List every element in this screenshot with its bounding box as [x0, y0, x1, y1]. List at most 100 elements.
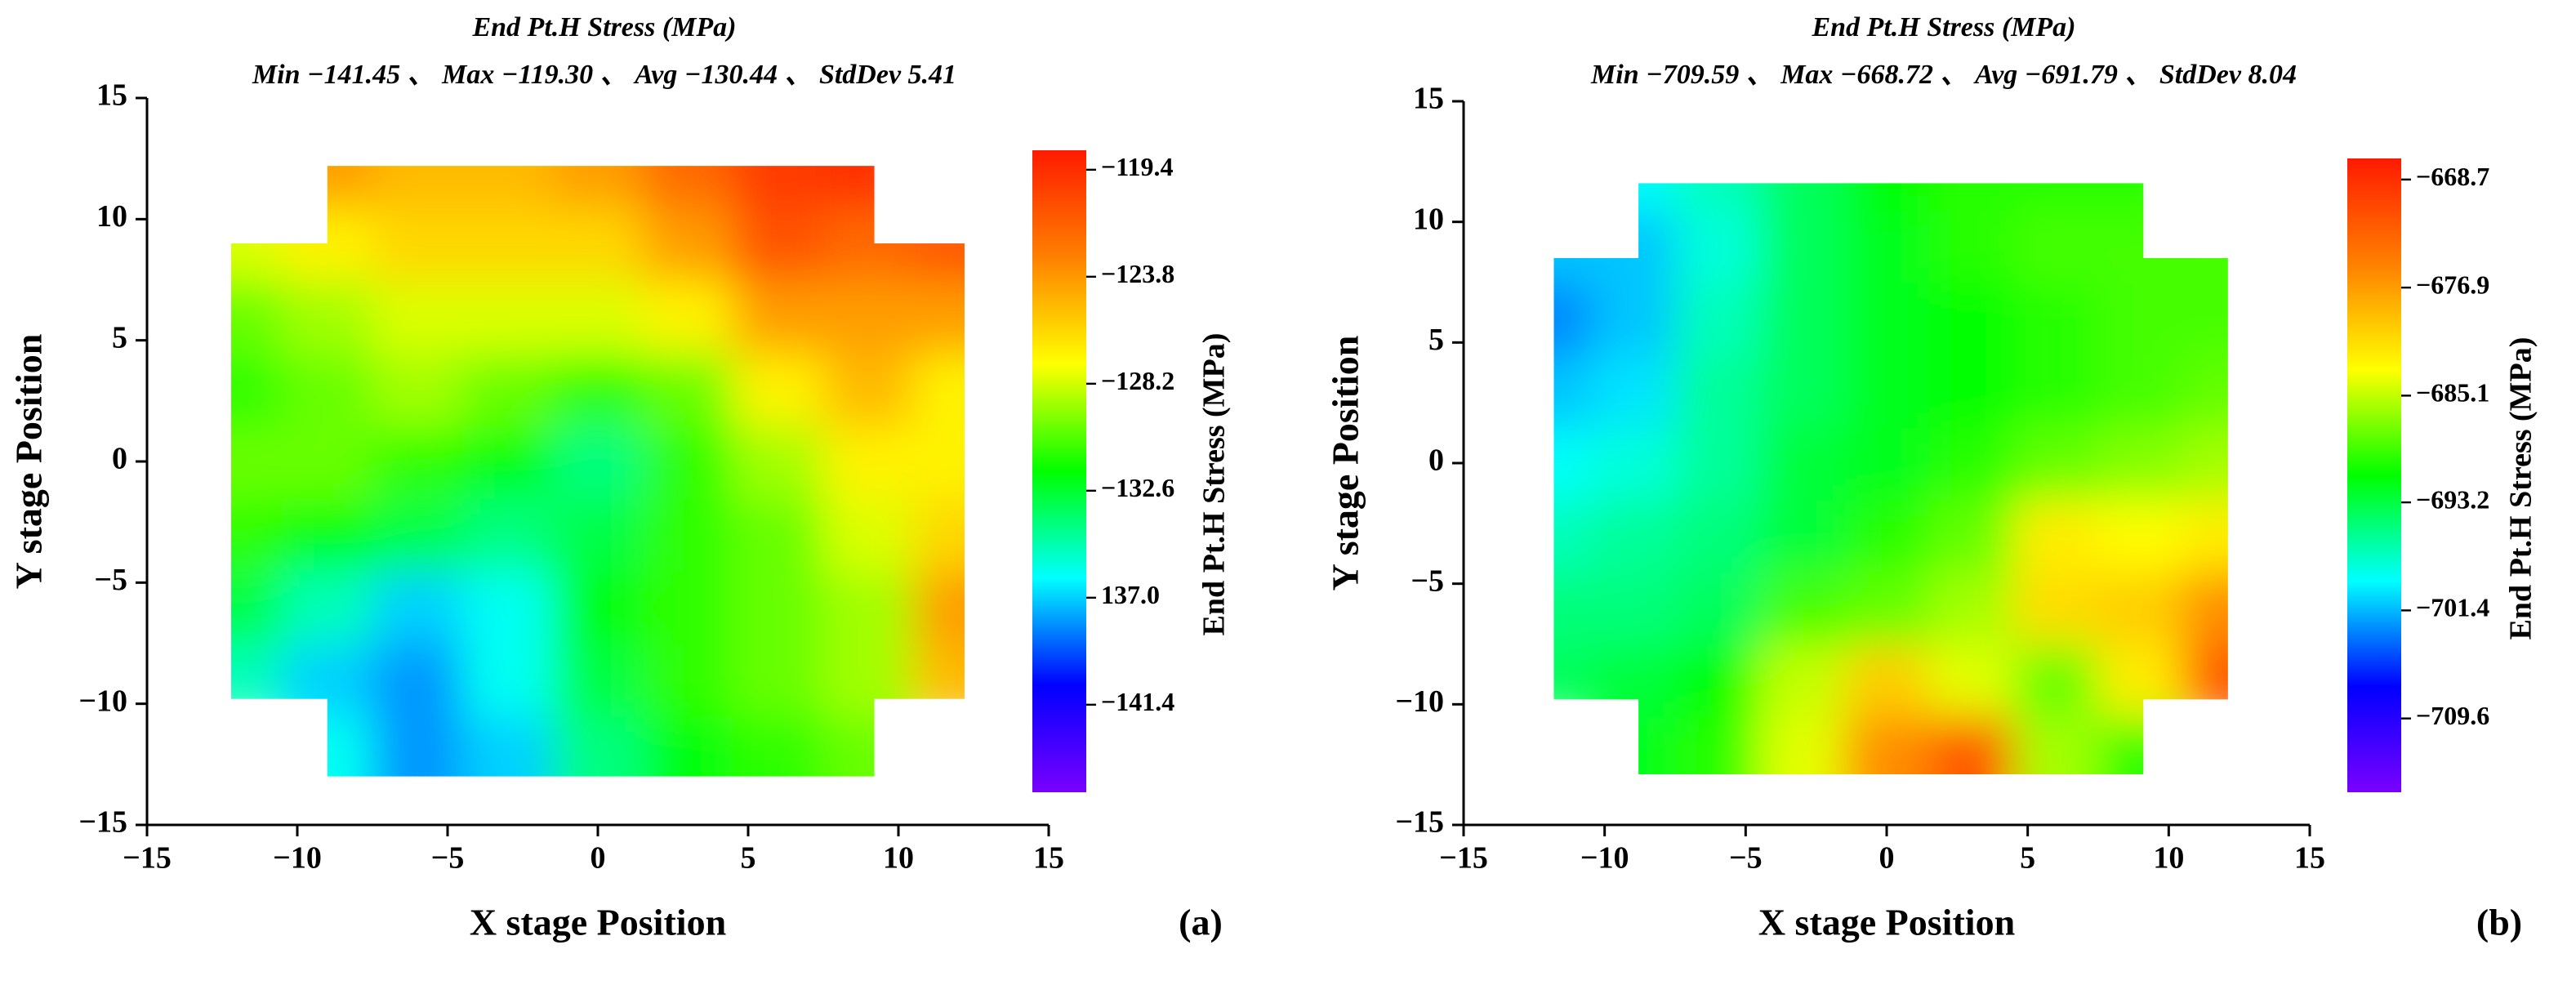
heatmap-cell — [2013, 282, 2099, 356]
colorbar-tick-label: −119.4 — [1101, 152, 1173, 181]
heatmap-cell — [552, 497, 644, 572]
heatmap-cell — [733, 715, 824, 777]
heatmap-cell — [2182, 209, 2228, 283]
heatmap-cell — [1759, 183, 1846, 211]
heatmap-cell — [462, 643, 554, 717]
x-tick-label: −15 — [1439, 841, 1488, 876]
heatmap-cell — [1928, 183, 2015, 211]
x-tick-label: 10 — [2153, 841, 2184, 876]
heatmap-cell — [1844, 571, 1930, 645]
heatmap-cell — [231, 497, 283, 572]
heatmap-cell — [372, 207, 464, 281]
heatmap-cell — [552, 425, 644, 499]
y-tick-label: −15 — [78, 805, 127, 840]
heatmap-cell — [1844, 716, 1930, 774]
heatmap-cell — [643, 643, 734, 717]
colorbar-tick-label: −676.9 — [2416, 270, 2489, 299]
heatmap-cell — [2098, 282, 2184, 356]
heatmap-cell — [1675, 426, 1761, 501]
heatmap-cell — [733, 166, 824, 208]
heatmap-cell — [823, 425, 915, 499]
heatmap-cell — [1844, 354, 1930, 428]
heatmap-cell — [1553, 282, 1592, 356]
heatmap-cell — [2098, 354, 2184, 428]
heatmap-cell — [643, 166, 734, 208]
x-tick-label: −5 — [1729, 841, 1763, 876]
heatmap-cell — [823, 279, 915, 354]
heatmap-cell — [823, 715, 915, 777]
heatmap-cell — [1928, 571, 2015, 645]
heatmap-cell — [1759, 282, 1846, 356]
heatmap-cell — [823, 207, 915, 281]
y-tick-label: −15 — [1395, 805, 1444, 840]
heatmap-cell — [282, 497, 373, 572]
heatmap-cell — [1844, 644, 1930, 718]
heatmap-cell — [2013, 183, 2099, 211]
x-tick-label: 0 — [1879, 841, 1895, 876]
heatmap-cell — [643, 715, 734, 777]
colorbar-tick-label: −668.7 — [2416, 162, 2489, 191]
heatmap-cell — [2098, 499, 2184, 573]
heatmap-cell — [2013, 354, 2099, 428]
heatmap-cell — [1553, 354, 1592, 428]
heatmap-cell — [2182, 426, 2228, 501]
y-tick-label: 15 — [96, 78, 127, 113]
heatmap-cell — [913, 497, 965, 572]
colorbar — [1032, 150, 1086, 792]
heatmap-cell — [372, 166, 464, 208]
heatmap-cell — [1759, 354, 1846, 428]
heatmap-cell — [643, 425, 734, 499]
heatmap-cell — [733, 643, 824, 717]
heatmap-cell — [823, 352, 915, 426]
x-axis-label: X stage Position — [470, 902, 726, 943]
heatmap-cell — [643, 352, 734, 426]
heatmap-cell — [282, 715, 373, 777]
chart-subtitle: Min −709.59 、 Max −668.72 、 Avg −691.79 … — [1590, 60, 2297, 90]
panel: End Pt.H Stress (MPa) Min −709.59 、 Max −… — [1325, 12, 2538, 943]
heatmap-cell — [462, 207, 554, 281]
heatmap-cell — [1590, 499, 1676, 573]
heatmap-cell — [1553, 571, 1592, 645]
heatmap-cell — [1844, 209, 1930, 283]
colorbar-tick-label: −128.2 — [1101, 366, 1174, 395]
y-tick-label: 5 — [1428, 323, 1444, 357]
heatmap-cell — [231, 279, 283, 354]
heatmap-cell — [733, 425, 824, 499]
heatmap-cell — [552, 279, 644, 354]
heatmap-cell — [2182, 644, 2228, 718]
heatmap-cell — [1590, 571, 1676, 645]
heatmap-cell — [282, 352, 373, 426]
heatmap-cell — [552, 166, 644, 208]
y-tick-label: −5 — [1411, 564, 1444, 598]
colorbar-tick-label: −685.1 — [2416, 378, 2489, 408]
heatmap-cell — [1675, 282, 1761, 356]
heatmap-cell — [462, 570, 554, 644]
heatmap-cell — [231, 570, 283, 644]
heatmap-cell — [913, 570, 965, 644]
heatmap-cell — [1844, 499, 1930, 573]
heatmap-cell — [1759, 716, 1846, 774]
heatmap-cell — [1844, 183, 1930, 211]
heatmap-cell — [1675, 183, 1761, 211]
panel-label: (a) — [1179, 902, 1223, 943]
x-tick-label: 10 — [883, 841, 914, 876]
heatmap-cell — [2182, 499, 2228, 573]
heatmap-cell — [372, 715, 464, 777]
heatmap-cell — [282, 279, 373, 354]
heatmap-cell — [462, 279, 554, 354]
heatmap-cell — [2013, 426, 2099, 501]
y-tick-label: −10 — [1395, 684, 1444, 719]
heatmap-cells — [1553, 183, 2228, 774]
heatmap-cell — [733, 570, 824, 644]
colorbar-label: End Pt.H Stress (MPa) — [2504, 337, 2538, 640]
heatmap-cell — [1759, 644, 1846, 718]
heatmap-cell — [643, 497, 734, 572]
colorbar-label: End Pt.H Stress (MPa) — [1197, 333, 1232, 636]
heatmap-cell — [733, 497, 824, 572]
x-tick-label: −10 — [273, 841, 322, 876]
heatmap-cell — [913, 279, 965, 354]
y-tick-label: 10 — [1413, 202, 1444, 236]
heatmap-cell — [282, 425, 373, 499]
heatmap-cell — [1590, 426, 1676, 501]
colorbar-tick-label: −693.2 — [2416, 484, 2489, 514]
